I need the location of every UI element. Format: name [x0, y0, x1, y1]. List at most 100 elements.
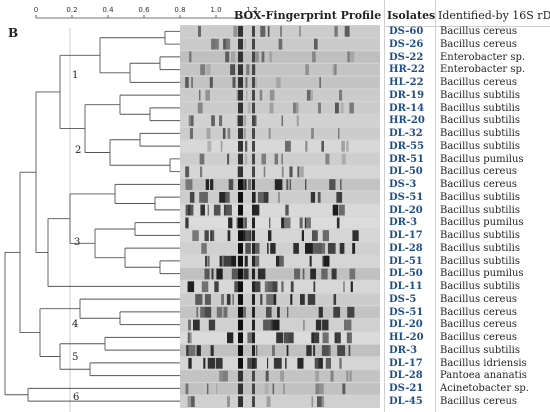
gel-band: [349, 268, 356, 280]
gel-band: [204, 268, 210, 280]
isolate-label: DR-3: [389, 217, 418, 229]
gel-band: [261, 153, 266, 165]
gel-band: [238, 128, 243, 139]
gel-band: [200, 306, 206, 318]
gel-band: [205, 255, 208, 267]
gel-band: [276, 77, 281, 88]
gel-band: [347, 51, 350, 63]
gel-band: [252, 255, 255, 267]
gel-band: [252, 243, 255, 254]
gel-band: [253, 281, 261, 293]
gel-band: [268, 230, 272, 242]
gel-band: [238, 64, 243, 76]
gel-band: [252, 345, 255, 356]
gel-band: [196, 345, 201, 356]
gel-band: [300, 294, 305, 305]
species-label: Bacillus cereus: [440, 306, 518, 318]
gel-band: [198, 26, 201, 37]
gel-band: [293, 102, 298, 114]
gel-band: [269, 217, 271, 229]
gel-band: [339, 357, 342, 369]
gel-band: [252, 319, 255, 331]
gel-band: [252, 243, 260, 254]
gel-band: [289, 179, 291, 190]
gel-band: [204, 230, 209, 242]
lane-background: [180, 306, 380, 319]
gel-band: [314, 357, 319, 369]
gel-band: [245, 77, 248, 88]
gel-band: [257, 191, 264, 203]
species-label: Acinetobacter sp.: [440, 383, 529, 394]
gel-band: [196, 306, 199, 318]
gel-band: [252, 357, 255, 369]
gel-band: [232, 77, 236, 88]
gel-band: [238, 243, 243, 254]
gel-band: [312, 230, 318, 242]
gel-band: [191, 115, 194, 127]
gel-band: [319, 243, 326, 254]
gel-band: [334, 26, 338, 37]
gel-band: [313, 332, 320, 344]
gel-band: [220, 140, 223, 152]
gel-band: [333, 64, 337, 76]
gel-band: [185, 217, 189, 229]
gel-band: [252, 64, 255, 76]
gel-band: [207, 140, 212, 152]
isolate-label: DL-17: [389, 230, 423, 241]
species-label: Bacillus pumilus: [440, 217, 524, 229]
gel-band: [252, 217, 255, 229]
gel-band: [252, 26, 255, 37]
gel-band: [252, 191, 255, 203]
scale-tick-label: 0.6: [138, 6, 150, 14]
isolate-label: DR-19: [389, 89, 425, 101]
lane-background: [180, 89, 380, 101]
gel-lane: [180, 76, 380, 89]
gel-lane: [180, 127, 380, 140]
gel-lane: [180, 191, 380, 204]
gel-band: [252, 89, 255, 101]
gel-lane: [180, 25, 380, 38]
gel-band: [201, 281, 209, 293]
gel-lane: [180, 306, 380, 319]
gel-band: [321, 396, 324, 407]
gel-band: [230, 64, 236, 76]
gel-band: [252, 140, 255, 152]
gel-band: [271, 319, 280, 331]
gel-band: [223, 204, 227, 216]
gel-band: [274, 179, 283, 190]
lane-background: [180, 102, 380, 114]
header-fingerprint-profile: BOX-Fingerprint Profile: [234, 9, 382, 22]
gel-lane: [180, 370, 380, 382]
gel-band: [349, 370, 352, 382]
isolate-label: DL-50: [389, 166, 423, 178]
species-label: Bacillus subtilis: [440, 115, 520, 127]
species-label: Bacillus cereus: [440, 26, 518, 37]
gel-lane: [180, 38, 380, 50]
cluster-label: 4: [72, 319, 78, 330]
gel-band: [311, 332, 314, 344]
gel-lane: [180, 319, 380, 331]
gel-band: [313, 281, 316, 293]
gel-band: [238, 191, 243, 203]
gel-band: [260, 294, 263, 305]
scale-tick-label: 0.8: [174, 6, 185, 14]
gel-band: [200, 166, 203, 178]
gel-band: [341, 140, 345, 152]
isolate-label: HL-22: [389, 77, 424, 88]
gel-band: [276, 255, 282, 267]
gel-lane: [180, 153, 380, 165]
gel-band: [346, 140, 349, 152]
gel-band: [252, 306, 255, 318]
gel-band: [266, 396, 271, 407]
gel-band: [238, 396, 243, 407]
gel-band: [264, 281, 268, 293]
isolate-label: DL-28: [389, 370, 423, 382]
gel-band: [323, 255, 330, 267]
gel-band: [238, 345, 243, 356]
gel-band: [201, 243, 207, 254]
gel-background: [180, 25, 380, 408]
gel-band: [286, 179, 289, 190]
scale-tick-label: 0: [34, 6, 38, 14]
gel-band: [283, 332, 289, 344]
gel-band: [252, 128, 255, 139]
